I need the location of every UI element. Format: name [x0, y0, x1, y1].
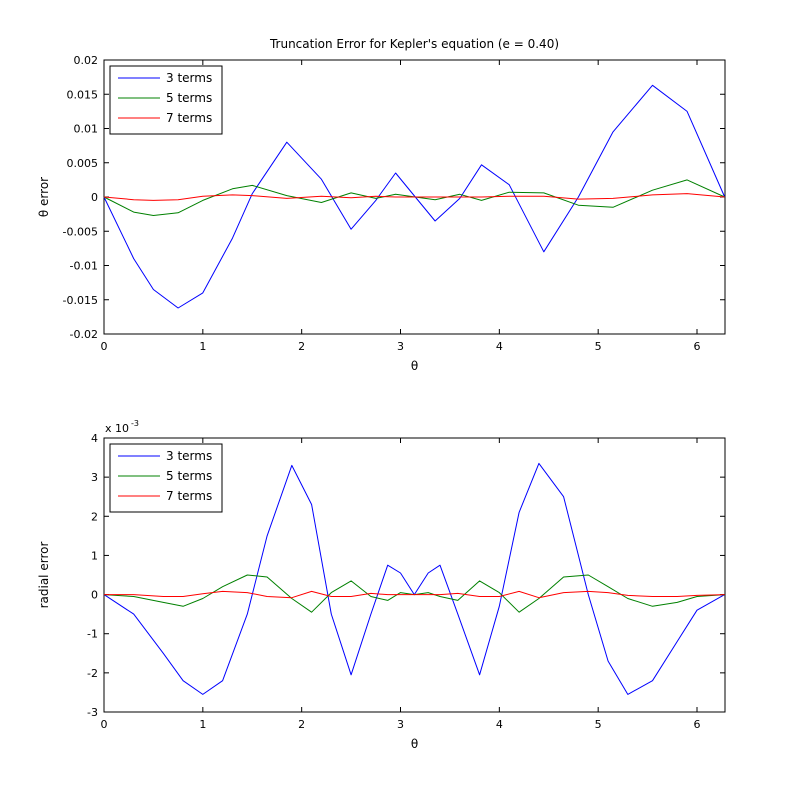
y-tick-label: -1 [87, 628, 98, 641]
legend [109, 65, 223, 135]
x-tick-label: 4 [496, 340, 503, 353]
legend-entry: 5 terms [166, 91, 212, 105]
exponent-power: -3 [131, 419, 139, 428]
x-tick-label: 6 [694, 718, 701, 731]
y-tick-label: 0.005 [67, 157, 99, 170]
y-tick-label: -3 [87, 706, 98, 719]
x-tick-label: 3 [397, 718, 404, 731]
x-tick-label: 0 [101, 340, 108, 353]
series-line-5-terms [103, 179, 725, 216]
legend-entry: 3 terms [166, 71, 212, 85]
y-tick-label: 2 [91, 510, 98, 523]
x-tick-label: 5 [595, 340, 602, 353]
top-plot: 0 1 2 3 4 5 6 -0.02 -0.015 -0.01 -0.005 0 0.005 0.01 0… [37, 37, 726, 373]
series-line-7-terms [104, 590, 725, 599]
y-axis-label: θ error [37, 177, 51, 217]
y-tick-label: 0.02 [74, 54, 99, 67]
y-tick-label: -0.015 [63, 294, 98, 307]
y-tick-label: -0.01 [70, 260, 98, 273]
y-tick-label: 0 [91, 589, 98, 602]
x-tick-label: 0 [101, 718, 108, 731]
y-tick-label: -0.005 [63, 225, 98, 238]
y-axis-label: radial error [37, 542, 51, 609]
exponent-label: x 10 [105, 422, 129, 435]
x-tick-label: 5 [595, 718, 602, 731]
y-tick-label: -0.02 [70, 328, 98, 341]
legend-entry: 3 terms [166, 449, 212, 463]
chart-title: Truncation Error for Kepler's equation (… [269, 37, 559, 51]
y-tick-label: 1 [91, 549, 98, 562]
legend-entry: 5 terms [166, 469, 212, 483]
y-tick-label: 4 [91, 432, 98, 445]
x-tick-label: 6 [694, 340, 701, 353]
x-tick-label: 4 [496, 718, 503, 731]
y-tick-label: 0.01 [74, 123, 99, 136]
x-tick-label: 2 [298, 718, 305, 731]
legend-entry: 7 terms [166, 489, 212, 503]
x-axis-label: θ [411, 737, 418, 751]
x-axis-label: θ [411, 359, 418, 373]
legend [109, 443, 223, 513]
legend-entry: 7 terms [166, 111, 212, 125]
y-tick-label: -2 [87, 667, 98, 680]
series-line-7-terms [103, 193, 725, 201]
y-tick-label: 0.015 [67, 88, 99, 101]
y-tick-label: 0 [91, 191, 98, 204]
x-tick-label: 1 [199, 340, 206, 353]
y-tick-label: 3 [91, 471, 98, 484]
x-tick-label: 2 [298, 340, 305, 353]
x-tick-label: 1 [199, 718, 206, 731]
x-tick-label: 3 [397, 340, 404, 353]
series-line-3-terms [103, 84, 726, 309]
